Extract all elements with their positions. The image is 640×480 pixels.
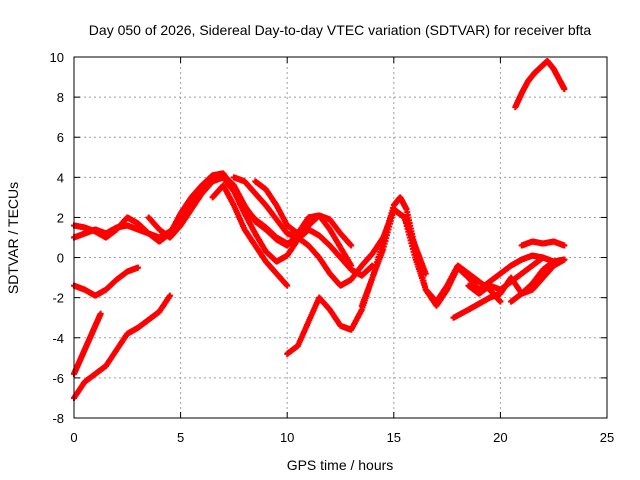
- data-point: [497, 298, 504, 305]
- data-point: [166, 292, 173, 299]
- axis-ticks: 0 5 10 15 20 25 -8 -6 -4 -2 0 2 4 6 8 10: [50, 50, 615, 445]
- y-tick-label: -6: [52, 371, 64, 386]
- y-tick-label: -4: [52, 331, 64, 346]
- x-tick-label: 15: [387, 430, 401, 445]
- x-axis-title: GPS time / hours: [287, 457, 394, 473]
- x-tick-label: 5: [177, 430, 184, 445]
- data-point: [97, 310, 104, 317]
- series-track-p: [512, 58, 568, 111]
- data-point: [134, 264, 141, 271]
- chart-title: Day 050 of 2026, Sidereal Day-to-day VTE…: [89, 22, 592, 38]
- x-tick-label: 20: [493, 430, 507, 445]
- y-tick-label: -8: [52, 411, 64, 426]
- data-point: [540, 254, 547, 261]
- x-tick-label: 0: [70, 430, 77, 445]
- series-track-h: [71, 292, 173, 401]
- series-track-f: [252, 178, 301, 237]
- series-track-n: [508, 256, 568, 305]
- series-track-i: [71, 264, 141, 299]
- y-tick-label: -2: [52, 291, 64, 306]
- y-tick-label: 6: [57, 130, 64, 145]
- series-track-m: [465, 254, 547, 297]
- plot-frame: [73, 56, 608, 419]
- series-track-g: [71, 310, 104, 377]
- y-tick-label: 10: [50, 50, 64, 65]
- data-point: [284, 282, 291, 289]
- data-point: [422, 270, 429, 277]
- y-tick-label: 4: [57, 170, 64, 185]
- y-axis-title: SDTVAR / TECUs: [5, 182, 21, 294]
- y-tick-label: 2: [57, 210, 64, 225]
- data-point: [561, 256, 568, 263]
- y-tick-label: 8: [57, 90, 64, 105]
- data-point: [561, 86, 568, 93]
- series-track-c: [145, 174, 376, 279]
- series-track-d: [209, 182, 291, 289]
- y-tick-label: 0: [57, 251, 64, 266]
- grid-lines: [74, 57, 607, 418]
- data-point: [294, 230, 301, 237]
- series-track-k: [358, 194, 568, 309]
- series-track-o: [518, 238, 568, 249]
- x-tick-label: 10: [280, 430, 294, 445]
- x-tick-label: 25: [600, 430, 614, 445]
- data-points: [71, 58, 568, 401]
- data-point: [561, 242, 568, 249]
- data-point: [348, 242, 355, 249]
